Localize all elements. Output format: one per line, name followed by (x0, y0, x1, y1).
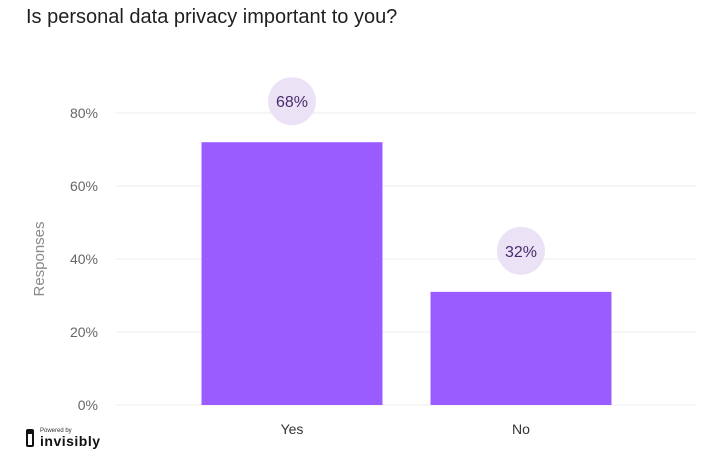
invisibly-logo-icon (26, 429, 34, 447)
y-axis-label: Responses (31, 221, 48, 296)
brand-name: invisibly (40, 433, 101, 449)
data-label: 68% (276, 94, 308, 111)
y-tick-label: 0% (78, 397, 98, 413)
data-label-bubble (497, 226, 545, 275)
y-tick-label: 40% (70, 251, 98, 267)
y-tick-label: 20% (70, 324, 98, 340)
bar (430, 291, 612, 405)
data-label-bubble (268, 77, 316, 126)
y-tick-label: 80% (70, 105, 98, 121)
powered-by-text: Powered by (40, 428, 72, 434)
x-tick-label: No (512, 421, 530, 437)
chart-title: Is personal data privacy important to yo… (26, 6, 398, 28)
x-tick-label: Yes (281, 421, 304, 437)
data-label: 32% (505, 244, 537, 261)
y-tick-label: 60% (70, 178, 98, 194)
bar (201, 142, 383, 405)
brand-logo: Powered by invisibly (26, 428, 101, 448)
